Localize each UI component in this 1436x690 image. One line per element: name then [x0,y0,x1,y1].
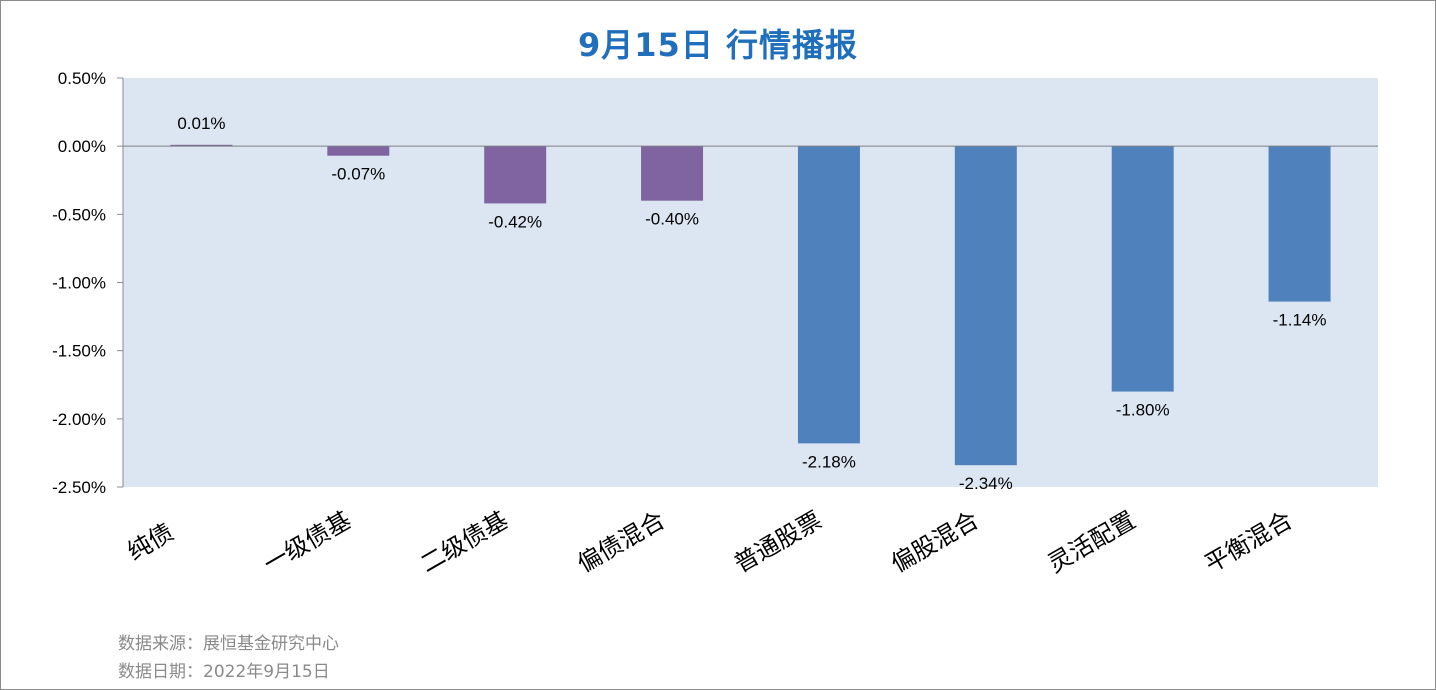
data-label: -0.42% [488,212,542,231]
bar [484,146,547,204]
chart-title: 9月15日 行情播报 [578,26,858,64]
category-label: 一级债基 [259,506,356,578]
data-label: -1.80% [1116,401,1170,420]
data-label: -2.34% [959,474,1013,493]
category-label: 偏股混合 [886,506,983,578]
bar [1268,146,1331,302]
plot-area [123,78,1378,487]
bar [641,146,704,201]
category-label: 普通股票 [729,506,826,578]
category-label: 灵活配置 [1043,506,1140,578]
data-label: 0.01% [177,114,225,133]
bar [954,146,1017,466]
bar [797,146,860,444]
category-label: 偏债混合 [572,506,669,578]
data-label: -0.40% [645,210,699,229]
category-label: 纯债 [123,518,179,566]
y-tick-label: -1.50% [52,342,106,361]
data-label: -0.07% [331,165,385,184]
y-tick-label: 0.00% [58,137,106,156]
category-label: 二级债基 [416,506,513,578]
y-tick-label: -1.00% [52,274,106,293]
y-tick-label: 0.50% [58,69,106,88]
y-tick-label: -2.00% [52,410,106,429]
category-label: 平衡混合 [1200,506,1297,578]
footer-date: 数据日期：2022年9月15日 [118,662,330,682]
bar [327,146,390,156]
bar [170,144,233,147]
footer-source: 数据来源：展恒基金研究中心 [118,634,339,654]
data-label: -1.14% [1273,311,1327,330]
bar [1111,146,1174,392]
y-tick-label: -2.50% [52,478,106,497]
y-tick-label: -0.50% [52,205,106,224]
data-label: -2.18% [802,452,856,471]
